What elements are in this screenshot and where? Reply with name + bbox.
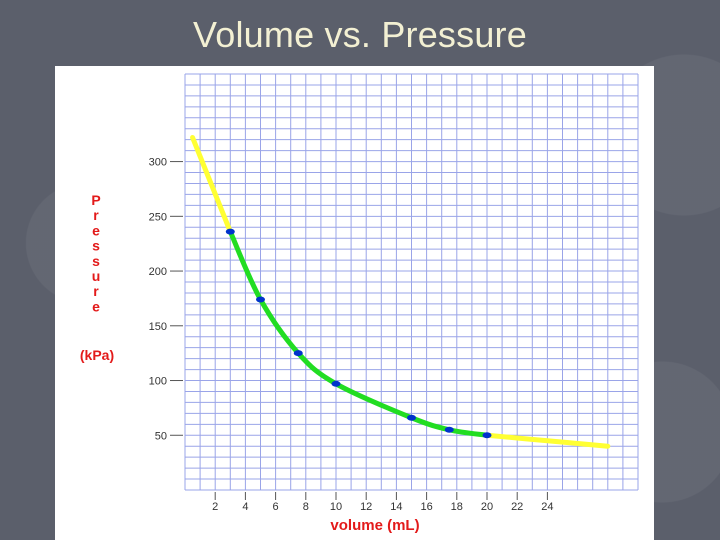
y-axis-label-letter: P [91, 192, 100, 208]
y-tick-label: 150 [149, 321, 167, 333]
x-tick-label: 12 [360, 501, 372, 513]
y-axis-label-letter: e [92, 298, 100, 314]
data-point [225, 228, 235, 235]
x-tick-label: 22 [511, 501, 523, 513]
grid [184, 73, 639, 491]
data-point [444, 426, 454, 433]
data-point [331, 380, 341, 387]
measured-curve [227, 229, 490, 438]
y-axis-label-letter: u [92, 268, 101, 284]
x-tick-label: 2 [212, 501, 218, 513]
x-tick-label: 18 [451, 501, 463, 513]
y-axis-label-letter: s [92, 238, 100, 254]
y-axis-label-letter: e [92, 222, 100, 238]
x-axis-label: volume (mL) [330, 517, 419, 534]
data-point [256, 296, 265, 303]
x-tick-label: 14 [390, 501, 402, 513]
y-tick-label: 50 [155, 430, 167, 442]
x-tick-label: 4 [242, 501, 248, 513]
y-axis-label-letter: r [93, 283, 99, 299]
y-tick-label: 100 [149, 376, 167, 388]
extrapolated-curve [484, 432, 611, 449]
y-axis-unit: (kPa) [80, 347, 114, 363]
x-tick-label: 24 [541, 501, 553, 513]
x-tick-label: 8 [303, 501, 309, 513]
x-tick-label: 16 [420, 501, 432, 513]
data-point [407, 414, 416, 421]
x-tick-label: 10 [330, 501, 342, 513]
series [190, 134, 611, 449]
y-tick-label: 250 [149, 211, 167, 223]
y-tick-label: 200 [149, 266, 167, 278]
extrapolated-curve [190, 134, 233, 235]
data-point [293, 350, 303, 357]
y-axis-label-letter: s [92, 253, 100, 269]
x-tick-label: 20 [481, 501, 493, 513]
y-tick-label: 300 [149, 157, 167, 169]
y-axis-label-letter: r [93, 207, 99, 223]
data-point [482, 432, 492, 439]
x-tick-label: 6 [273, 501, 279, 513]
slide-title: Volume vs. Pressure [193, 14, 527, 55]
axis-labels: Pressure(kPa)volume (mL) [80, 192, 420, 534]
